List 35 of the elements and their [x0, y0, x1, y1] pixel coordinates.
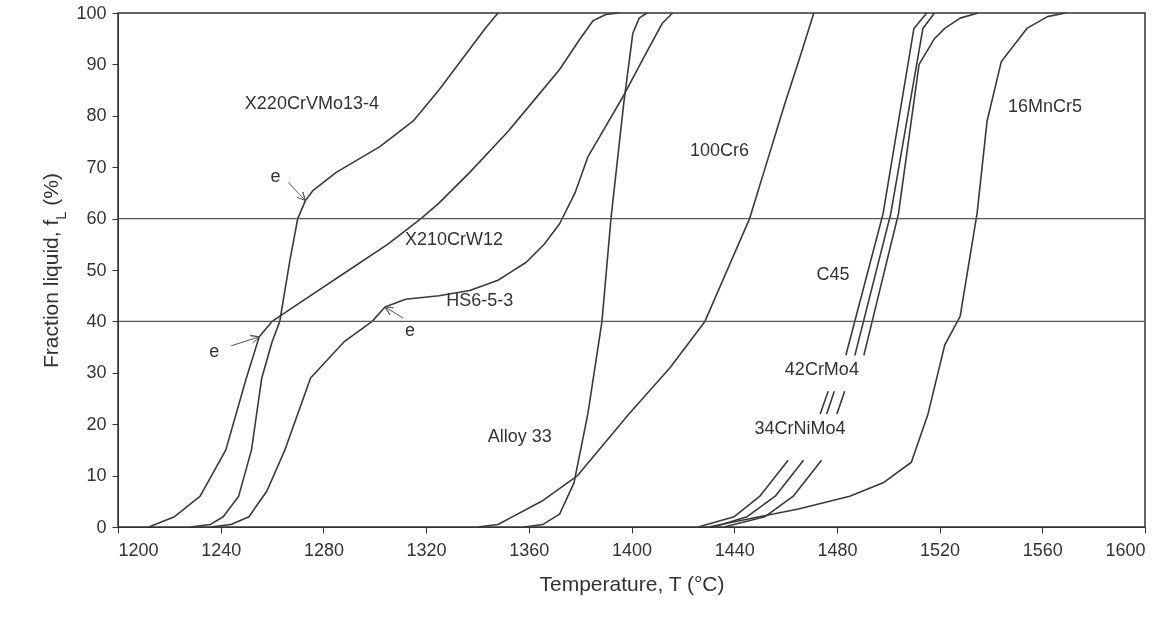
- annotation: e: [209, 340, 220, 361]
- x-tick-label: 1320: [406, 539, 447, 560]
- x-tick-label: 1600: [1105, 539, 1146, 560]
- annotation: e: [405, 320, 416, 341]
- y-tick-label: 0: [96, 516, 107, 537]
- y-tick-label: 100: [76, 2, 107, 23]
- y-tick-label: 70: [86, 156, 107, 177]
- series-label: HS6-5-3: [446, 289, 514, 310]
- series-label: 42CrMo4: [784, 359, 859, 380]
- y-tick-label: 10: [86, 465, 107, 486]
- x-axis-title: Temperature, T (°C): [539, 571, 725, 595]
- x-tick-label: 1400: [611, 539, 653, 560]
- x-tick-label: 1200: [118, 539, 159, 560]
- series-label: 34CrNiMo4: [754, 417, 846, 438]
- x-tick-label: 1440: [714, 539, 755, 560]
- x-tick-label: 1280: [303, 539, 344, 560]
- series-label: X220CrVMo13-4: [244, 92, 379, 113]
- annotation: e: [270, 165, 281, 186]
- y-tick-label: 40: [86, 310, 107, 331]
- y-tick-label: 80: [86, 105, 107, 126]
- y-tick-label: 20: [86, 413, 107, 434]
- x-tick-label: 1360: [509, 539, 550, 560]
- series-label: 16MnCr5: [1008, 95, 1083, 116]
- y-tick-label: 90: [86, 53, 107, 74]
- x-tick-label: 1520: [920, 539, 961, 560]
- x-tick-label: 1480: [817, 539, 858, 560]
- series-label: C45: [816, 264, 850, 285]
- y-tick-label: 60: [86, 208, 107, 229]
- y-tick-label: 30: [86, 362, 107, 383]
- x-tick-label: 1560: [1022, 539, 1063, 560]
- x-tick-label: 1240: [201, 539, 242, 560]
- series-label: 100Cr6: [690, 139, 750, 160]
- series-label: Alloy 33: [487, 425, 552, 446]
- y-tick-label: 50: [86, 259, 107, 280]
- series-label: X210CrW12: [404, 228, 503, 249]
